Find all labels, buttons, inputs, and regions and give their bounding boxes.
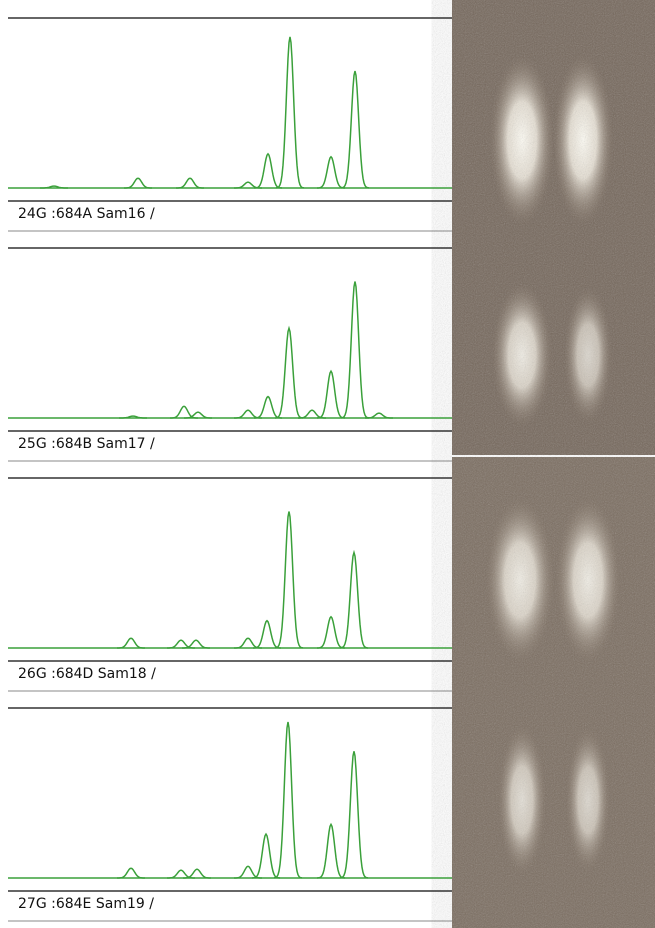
panel-label: 25G :684B Sam17 /	[18, 436, 155, 452]
figure: 24G :684A Sam16 / 25G :684B Sam17 / 26G :6…	[0, 0, 655, 928]
panel-label: 26G :684D Sam18 /	[18, 666, 156, 682]
peak	[254, 397, 282, 418]
peak	[317, 617, 345, 648]
peak	[276, 37, 304, 188]
peak	[124, 178, 152, 188]
peak	[254, 154, 282, 188]
peak	[117, 868, 145, 878]
gel-images	[452, 0, 655, 928]
peak	[170, 406, 198, 418]
peak	[274, 722, 302, 878]
peak	[340, 751, 368, 878]
peak	[341, 282, 369, 418]
peak	[340, 553, 368, 649]
peak	[234, 866, 262, 878]
peak	[275, 328, 303, 418]
peak	[341, 71, 369, 188]
peak	[252, 834, 280, 878]
peak	[317, 371, 345, 418]
panel-label: 24G :684A Sam16 /	[18, 206, 155, 222]
peak	[253, 621, 281, 648]
peak	[317, 157, 345, 188]
peak	[176, 178, 204, 188]
traces: 24G :684A Sam16 / 25G :684B Sam17 / 26G :6…	[8, 18, 452, 921]
peak	[117, 638, 145, 648]
peak	[275, 512, 303, 648]
page: 24G :684A Sam16 / 25G :684B Sam17 / 26G :6…	[0, 0, 655, 928]
gel-noise	[452, 0, 655, 928]
panel-label: 27G :684E Sam19 /	[18, 896, 154, 912]
peak	[317, 824, 345, 878]
